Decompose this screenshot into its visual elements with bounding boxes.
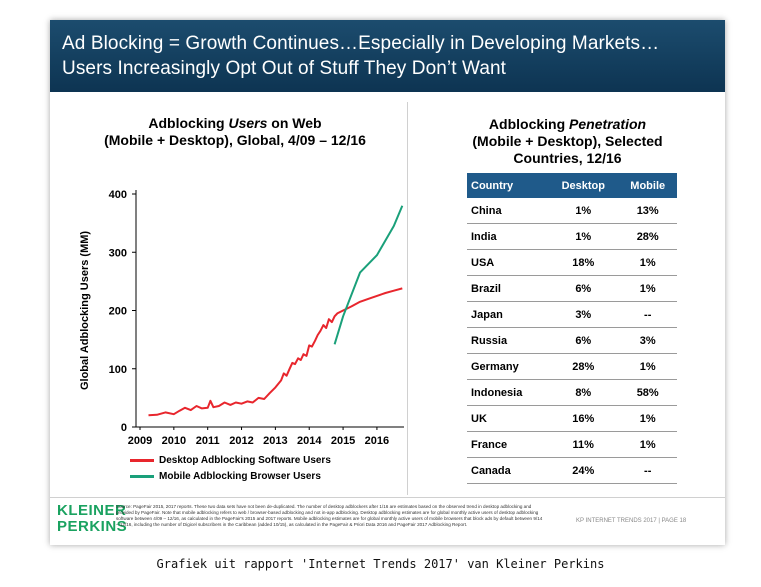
legend-swatch-desktop — [130, 458, 154, 462]
right-title-em: Penetration — [569, 116, 647, 132]
right-title-line2: (Mobile + Desktop), Selected — [472, 133, 663, 149]
cell-mobile: 3% — [618, 327, 677, 354]
left-chart-title: Adblocking Users on Web (Mobile + Deskto… — [80, 115, 390, 149]
x-tick-label: 2014 — [297, 435, 322, 447]
cell-mobile: 28% — [618, 223, 677, 250]
y-axis-label: Global Adblocking Users (MM) — [79, 231, 91, 390]
table-row: USA 18% 1% — [467, 249, 677, 276]
cell-country: China — [467, 198, 549, 224]
adblocking-users-chart: 0 100 200 300 400 2009 2010 2011 2012 2013 2014 201… — [79, 189, 404, 447]
penetration-table: Country Desktop Mobile China 1% 13% India 1%… — [467, 173, 677, 484]
right-table-title: Adblocking Penetration (Mobile + Desktop… — [450, 116, 685, 167]
cell-desktop: 1% — [548, 198, 619, 224]
x-tick-label: 2011 — [196, 435, 220, 447]
table-row: Russia 6% 3% — [467, 327, 677, 354]
x-tick-label: 2015 — [331, 435, 355, 447]
slide: Ad Blocking = Growth Continues…Especiall… — [50, 20, 725, 545]
cell-mobile: 1% — [618, 353, 677, 380]
cell-country: Canada — [467, 457, 549, 484]
cell-mobile: -- — [618, 457, 677, 484]
cell-mobile: -- — [618, 301, 677, 328]
cell-country: UK — [467, 405, 549, 432]
cell-country: Germany — [467, 353, 549, 380]
column-divider — [407, 102, 408, 495]
cell-country: Brazil — [467, 275, 549, 302]
cell-desktop: 6% — [548, 327, 619, 354]
y-tick-label: 100 — [109, 364, 127, 376]
cell-country: France — [467, 431, 549, 458]
legend-label-mobile: Mobile Adblocking Browser Users — [159, 470, 321, 482]
header-desktop: Desktop — [548, 173, 619, 198]
table-row: UK 16% 1% — [467, 405, 677, 432]
kleiner-perkins-logo: KLEINER PERKINS — [57, 503, 127, 535]
x-tick-label: 2010 — [162, 435, 186, 447]
header-country: Country — [467, 173, 549, 198]
x-tick-label: 2013 — [263, 435, 287, 447]
right-title-pre: Adblocking — [488, 116, 570, 132]
cell-desktop: 6% — [548, 275, 619, 302]
left-title-em: Users — [228, 115, 268, 131]
cell-mobile: 1% — [618, 249, 677, 276]
cell-desktop: 24% — [548, 457, 619, 484]
cell-mobile: 1% — [618, 431, 677, 458]
logo-line-1: KLEINER — [57, 502, 127, 519]
header-mobile: Mobile — [618, 173, 677, 198]
table-row: Brazil 6% 1% — [467, 275, 677, 302]
desktop-series-line — [148, 287, 403, 417]
cell-country: USA — [467, 249, 549, 276]
page-label: KP INTERNET TRENDS 2017 | PAGE 18 — [576, 518, 687, 524]
table-header-row: Country Desktop Mobile — [467, 173, 677, 198]
left-title-line2: (Mobile + Desktop), Global, 4/09 – 12/16 — [104, 132, 366, 148]
title-banner: Ad Blocking = Growth Continues…Especiall… — [50, 20, 725, 92]
table-row: Japan 3% -- — [467, 301, 677, 328]
cell-desktop: 16% — [548, 405, 619, 432]
cell-country: Russia — [467, 327, 549, 354]
table-body: China 1% 13% India 1% 28% USA 18% 1% Brazil 6% 1% Ja… — [467, 198, 677, 484]
cell-desktop: 8% — [548, 379, 619, 406]
left-title-pre: Adblocking — [148, 115, 229, 131]
x-tick-label: 2016 — [365, 435, 389, 447]
table-row: Canada 24% -- — [467, 457, 677, 484]
right-title-line3: Countries, 12/16 — [513, 150, 622, 166]
cell-desktop: 11% — [548, 431, 619, 458]
legend-label-desktop: Desktop Adblocking Software Users — [159, 454, 331, 466]
banner-line-1: Ad Blocking = Growth Continues…Especiall… — [62, 33, 660, 54]
cell-country: Indonesia — [467, 379, 549, 406]
legend-item-desktop: Desktop Adblocking Software Users — [130, 452, 331, 468]
source-note: Source: PageFair 2015, 2017 reports. The… — [116, 504, 543, 527]
cell-mobile: 1% — [618, 405, 677, 432]
table-row: Indonesia 8% 58% — [467, 379, 677, 406]
legend-swatch-mobile — [130, 474, 154, 478]
table-row: India 1% 28% — [467, 223, 677, 250]
cell-desktop: 18% — [548, 249, 619, 276]
image-caption: Grafiek uit rapport 'Internet Trends 201… — [156, 557, 605, 571]
footer-divider — [50, 497, 725, 498]
y-tick-label: 400 — [109, 189, 127, 201]
cell-mobile: 1% — [618, 275, 677, 302]
left-title-post: on Web — [267, 115, 322, 131]
cell-mobile: 13% — [618, 198, 677, 224]
cell-desktop: 28% — [548, 353, 619, 380]
table-row: Germany 28% 1% — [467, 353, 677, 380]
y-tick-label: 300 — [109, 247, 127, 259]
cell-country: Japan — [467, 301, 549, 328]
cell-desktop: 3% — [548, 301, 619, 328]
cell-country: India — [467, 223, 549, 250]
cell-desktop: 1% — [548, 223, 619, 250]
legend-item-mobile: Mobile Adblocking Browser Users — [130, 468, 331, 484]
banner-line-2: Users Increasingly Opt Out of Stuff They… — [62, 58, 507, 79]
table-row: China 1% 13% — [467, 198, 677, 224]
logo-line-2: PERKINS — [57, 518, 128, 535]
y-tick-label: 200 — [109, 306, 127, 318]
x-tick-label: 2012 — [229, 435, 253, 447]
mobile-series-line — [333, 205, 404, 345]
x-tick-label: 2009 — [128, 435, 152, 447]
cell-mobile: 58% — [618, 379, 677, 406]
y-tick-label: 0 — [121, 422, 127, 434]
table-row: France 11% 1% — [467, 431, 677, 458]
chart-legend: Desktop Adblocking Software Users Mobile… — [130, 452, 331, 484]
